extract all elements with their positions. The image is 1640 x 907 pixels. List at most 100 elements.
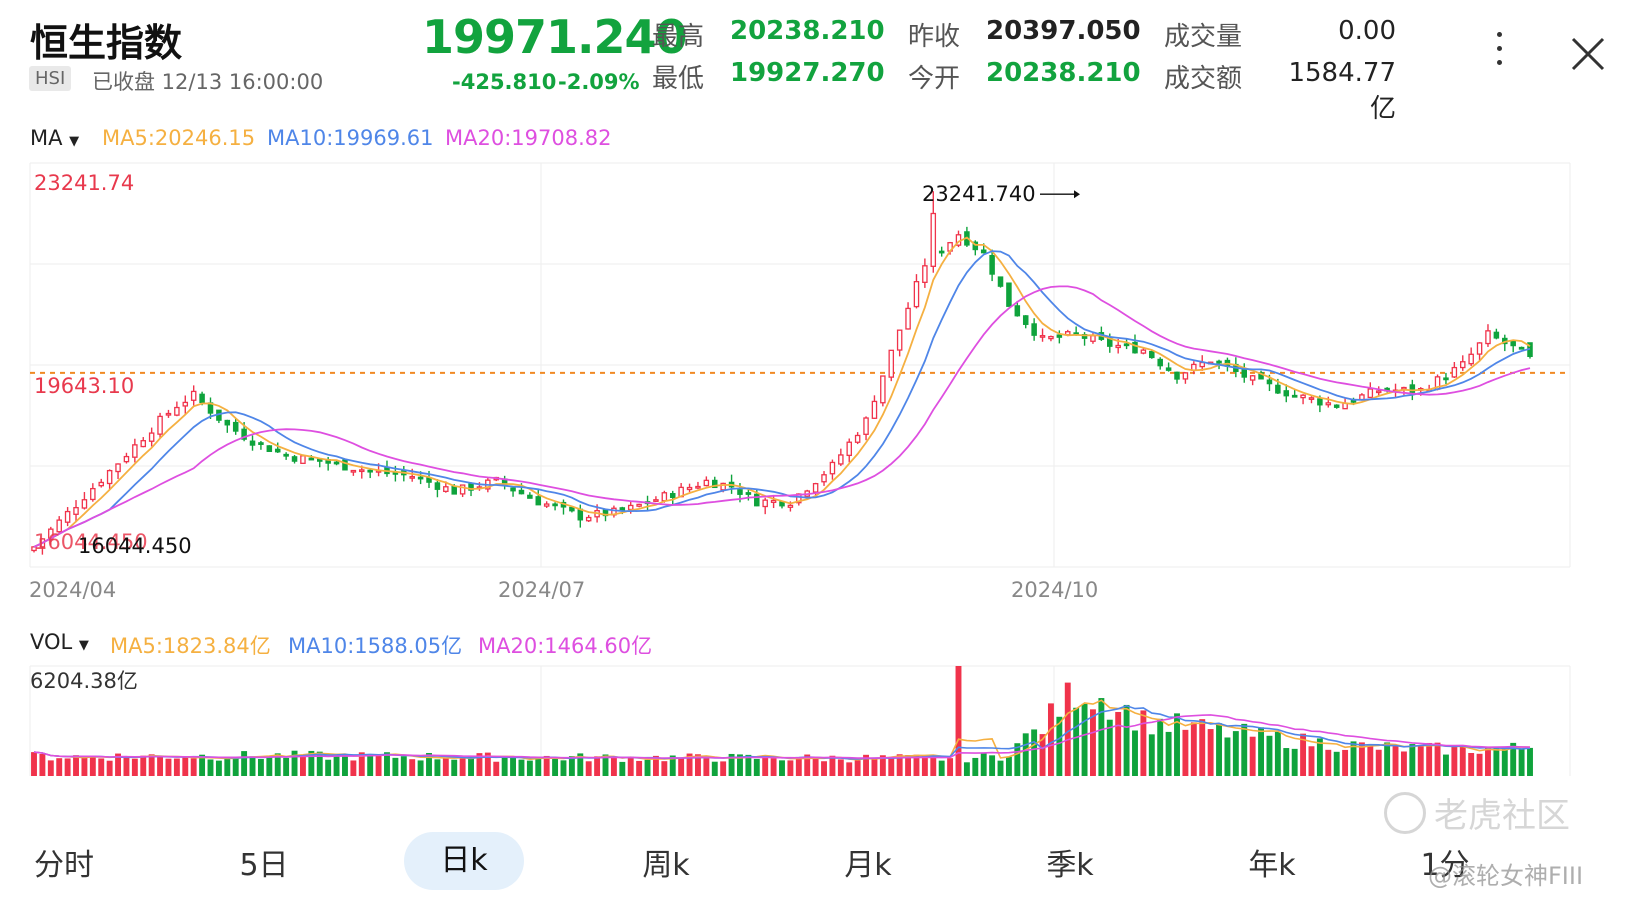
candle-body — [1039, 335, 1046, 338]
candle — [148, 427, 155, 447]
volume-bar — [1047, 703, 1054, 776]
candle-body — [1325, 402, 1332, 406]
candle — [157, 412, 163, 439]
more-vertical-icon[interactable] — [1496, 32, 1504, 76]
tab-weekly-k[interactable]: 周k — [642, 848, 690, 883]
volume-bar — [854, 760, 861, 776]
volume-bar — [73, 755, 79, 776]
candle-body — [468, 483, 474, 491]
volume-bar — [1266, 735, 1273, 776]
volume-bar — [442, 758, 449, 776]
volume-bar — [308, 750, 315, 776]
vol-indicator-selector[interactable]: VOL ▼ — [30, 630, 89, 654]
open-value: 20238.210 — [986, 58, 1141, 88]
candle-body — [1300, 394, 1306, 399]
candle-body — [359, 469, 365, 473]
candle-body — [1493, 331, 1500, 339]
candle-body — [821, 474, 827, 483]
volume-bar — [1241, 723, 1248, 776]
prev-close-label: 昨收 — [908, 22, 961, 52]
volume-bar — [207, 759, 214, 776]
volume-bar — [1190, 722, 1197, 776]
volume-bar — [468, 756, 474, 776]
volume-bar — [972, 757, 979, 776]
candle-body — [174, 406, 180, 416]
candle — [249, 435, 256, 451]
candle-body — [896, 329, 903, 351]
volume-bar — [1182, 729, 1189, 776]
candle-body — [350, 469, 357, 473]
candlestick-chart[interactable]: 23241.74 19643.10 16044.450 23241.740 16044.… — [0, 155, 1640, 615]
vol-max-label: 6204.38亿 — [30, 669, 138, 693]
candle — [1022, 315, 1029, 329]
candle — [1249, 375, 1256, 386]
volume-bar — [560, 760, 567, 776]
candle-body — [812, 483, 819, 493]
tab-1min[interactable]: 1分 — [1420, 848, 1470, 883]
volume-bar — [266, 755, 273, 776]
candle-body — [1333, 404, 1340, 408]
tab-daily-k[interactable]: 日k — [404, 832, 524, 890]
volume-bar — [980, 753, 987, 776]
candle-body — [1140, 349, 1147, 354]
candle-body — [98, 481, 104, 487]
candle-body — [1149, 350, 1155, 359]
tab-quarterly-k[interactable]: 季k — [1046, 848, 1094, 883]
candle — [821, 471, 827, 486]
candle — [686, 483, 693, 492]
candle — [863, 416, 869, 441]
candle-body — [905, 307, 911, 330]
candle-body — [1056, 334, 1063, 338]
candle-body — [838, 454, 844, 465]
candle — [535, 489, 542, 506]
candle-body — [653, 499, 659, 502]
candle-body — [459, 484, 466, 495]
candle — [224, 419, 231, 433]
volume-bar — [1157, 718, 1164, 776]
candle-body — [510, 487, 516, 492]
candle — [232, 417, 239, 435]
volume-bar — [1384, 742, 1391, 776]
ma-indicator-selector[interactable]: MA ▼ — [30, 126, 79, 150]
candle — [1300, 394, 1306, 405]
tab-monthly-k[interactable]: 月k — [844, 848, 892, 883]
tab-yearly-k[interactable]: 年k — [1248, 848, 1296, 883]
close-icon[interactable] — [1570, 36, 1606, 72]
tab-5day[interactable]: 5日 — [239, 848, 289, 883]
candle-body — [1249, 375, 1256, 381]
volume-bar — [409, 759, 416, 776]
volume-bar — [106, 760, 113, 776]
ma20-line — [33, 285, 1531, 548]
candle-body — [888, 349, 895, 378]
low-label: 最低 — [652, 64, 705, 94]
candle-body — [669, 493, 676, 499]
candle — [384, 460, 390, 477]
tab-intraday[interactable]: 分时 — [34, 848, 94, 883]
candle-body — [745, 492, 752, 495]
volume-bar — [241, 751, 248, 776]
volume-bar — [384, 752, 390, 776]
candle-body — [1048, 335, 1054, 340]
candle-body — [938, 250, 945, 254]
volume-bar — [728, 753, 735, 776]
volume-bar — [1342, 749, 1349, 776]
vol-ma10-legend: MA10:1588.05亿 — [288, 634, 463, 658]
candle — [510, 487, 516, 497]
candle — [938, 246, 945, 257]
candle-body — [686, 486, 693, 491]
candle — [266, 445, 273, 452]
candle — [1367, 382, 1374, 399]
volume-bar — [955, 666, 962, 776]
candle — [1149, 349, 1155, 359]
candle-body — [930, 212, 937, 267]
volume-chart[interactable]: 6204.38亿 — [0, 660, 1640, 820]
volume-bar — [350, 760, 357, 776]
candle-body — [989, 254, 995, 275]
volume-bar — [1224, 737, 1231, 776]
candle-body — [73, 507, 79, 515]
candle — [1493, 328, 1500, 340]
candle-body — [48, 528, 54, 541]
ma10-line — [33, 250, 1531, 548]
candle — [73, 500, 79, 523]
candle — [527, 492, 533, 499]
